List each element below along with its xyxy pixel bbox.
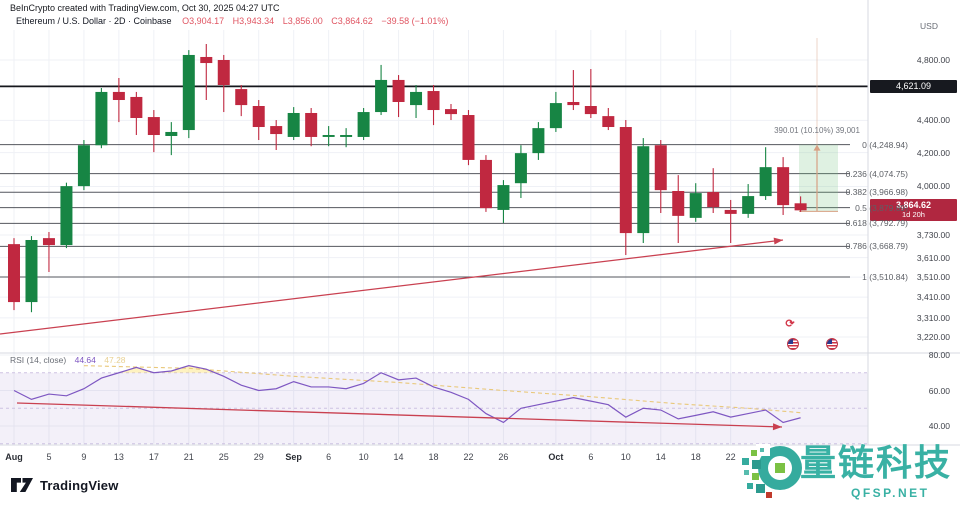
last-price-label: 3,864.62 1d 20h (870, 199, 957, 222)
rsi-value: 44.64 (74, 355, 96, 365)
ohlc-close: C3,864.62 (331, 16, 373, 26)
us-flag-event-icon[interactable] (826, 338, 838, 350)
ohlc-high: H3,943.34 (232, 16, 275, 26)
rsi-line (13, 365, 801, 424)
tradingview-wordmark: TradingView (40, 477, 119, 493)
measure-tool-label: 390.01 (10.10%) 39,001 (774, 126, 860, 135)
watermark-brand-text: 量链科技 (800, 442, 953, 483)
watermark-site-text: QFSP.NET (851, 486, 930, 500)
us-flag-event-icon[interactable] (787, 338, 799, 350)
symbol-legend[interactable]: Ethereum / U.S. Dollar · 2D · Coinbase O… (16, 16, 448, 26)
rsi-legend[interactable]: RSI (14, close) 44.64 47.28 (10, 355, 126, 365)
watermark-logo-icon (742, 444, 802, 502)
last-price-value: 3,864.62 (895, 200, 932, 211)
tradingview-glyph-icon (11, 478, 33, 492)
price-change: −39.58 (−1.01%) (381, 16, 449, 26)
symbol-descriptor[interactable]: Ethereum / U.S. Dollar · 2D · Coinbase (16, 16, 172, 26)
attribution-text: BeInCrypto created with TradingView.com,… (10, 3, 280, 13)
rsi-title: RSI (14, close) (10, 355, 67, 365)
rsi-overbought-fill (101, 365, 224, 373)
rsi-ma-line (83, 365, 801, 414)
rsi-ma-value: 47.28 (104, 355, 126, 365)
earnings-refresh-icon[interactable]: ⟳ (785, 318, 795, 330)
hline-price-label: 4,621.09 (870, 79, 957, 93)
currency-label: USD (920, 21, 938, 31)
tradingview-logo[interactable]: TradingView (10, 477, 119, 493)
candlestick-series (8, 43, 807, 313)
ohlc-open: O3,904.17 (182, 16, 225, 26)
bar-countdown: 1d 20h (902, 210, 925, 220)
measure-projection-box (799, 144, 838, 212)
ohlc-low: L3,856.00 (282, 16, 323, 26)
